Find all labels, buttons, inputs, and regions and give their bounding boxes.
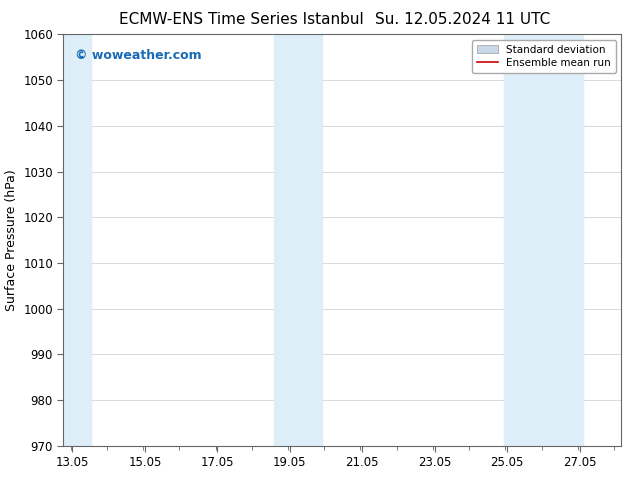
Bar: [503, 34, 583, 446]
Text: Su. 12.05.2024 11 UTC: Su. 12.05.2024 11 UTC: [375, 12, 550, 27]
Bar: [63, 34, 91, 446]
Text: © woweather.com: © woweather.com: [75, 49, 201, 62]
Bar: [273, 34, 323, 446]
Y-axis label: Surface Pressure (hPa): Surface Pressure (hPa): [4, 169, 18, 311]
Legend: Standard deviation, Ensemble mean run: Standard deviation, Ensemble mean run: [472, 40, 616, 73]
Text: ECMW-ENS Time Series Istanbul: ECMW-ENS Time Series Istanbul: [119, 12, 363, 27]
